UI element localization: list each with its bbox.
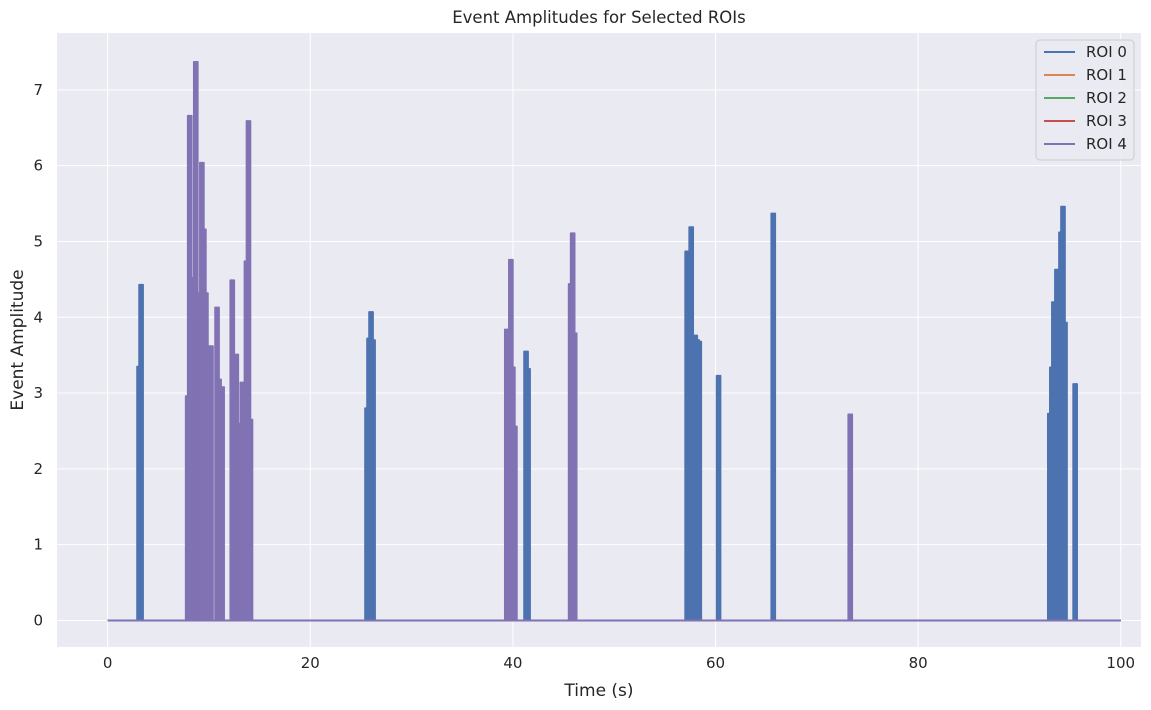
event-spike xyxy=(138,283,144,622)
series-layer xyxy=(107,60,1121,622)
x-axis-label: Time (s) xyxy=(563,681,633,701)
event-spike xyxy=(571,332,578,622)
y-axis-label: Event Amplitude xyxy=(8,269,28,410)
x-tick-label: 80 xyxy=(909,654,928,672)
event-spike xyxy=(203,292,209,622)
chart-title: Event Amplitudes for Selected ROIs xyxy=(452,8,746,27)
event-spike xyxy=(715,374,722,622)
legend-label: ROI 3 xyxy=(1086,112,1127,130)
event-spike xyxy=(219,386,225,622)
x-tick-label: 60 xyxy=(706,654,725,672)
event-spike xyxy=(247,418,254,622)
y-tick-label: 4 xyxy=(33,308,43,326)
event-spike xyxy=(696,340,703,622)
x-tick-label: 40 xyxy=(503,654,522,672)
legend-label: ROI 2 xyxy=(1086,89,1127,107)
y-tick-label: 5 xyxy=(33,232,43,250)
y-tick-label: 6 xyxy=(33,157,43,175)
y-tick-label: 7 xyxy=(33,81,43,99)
y-tick-label: 3 xyxy=(33,384,43,402)
event-spike xyxy=(1062,321,1068,622)
y-tick-label: 1 xyxy=(33,536,43,554)
ticks: 0 20 40 60 80 100 0 1 2 3 4 5 6 7 xyxy=(33,81,1135,672)
x-tick-label: 0 xyxy=(103,654,113,672)
series-4 xyxy=(107,60,1121,622)
y-tick-label: 0 xyxy=(33,611,43,629)
event-spike xyxy=(525,367,531,622)
event-spike xyxy=(233,353,240,622)
y-tick-label: 2 xyxy=(33,460,43,478)
event-spike xyxy=(229,279,236,622)
event-spike xyxy=(1072,383,1078,622)
legend-frame xyxy=(1035,39,1135,161)
event-spike xyxy=(847,413,854,622)
event-spike xyxy=(512,425,518,622)
series-0 xyxy=(107,205,1121,622)
event-spike xyxy=(770,212,777,622)
legend-label: ROI 0 xyxy=(1086,43,1127,61)
x-tick-label: 100 xyxy=(1106,654,1135,672)
event-spike xyxy=(370,339,376,622)
legend: ROI 0 ROI 1 ROI 2 ROI 3 ROI 4 xyxy=(1035,39,1135,161)
legend-label: ROI 4 xyxy=(1086,135,1127,153)
legend-items: ROI 0 ROI 1 ROI 2 ROI 3 ROI 4 xyxy=(1044,43,1127,153)
event-spike xyxy=(208,345,214,622)
x-tick-label: 20 xyxy=(301,654,320,672)
legend-label: ROI 1 xyxy=(1086,66,1127,84)
